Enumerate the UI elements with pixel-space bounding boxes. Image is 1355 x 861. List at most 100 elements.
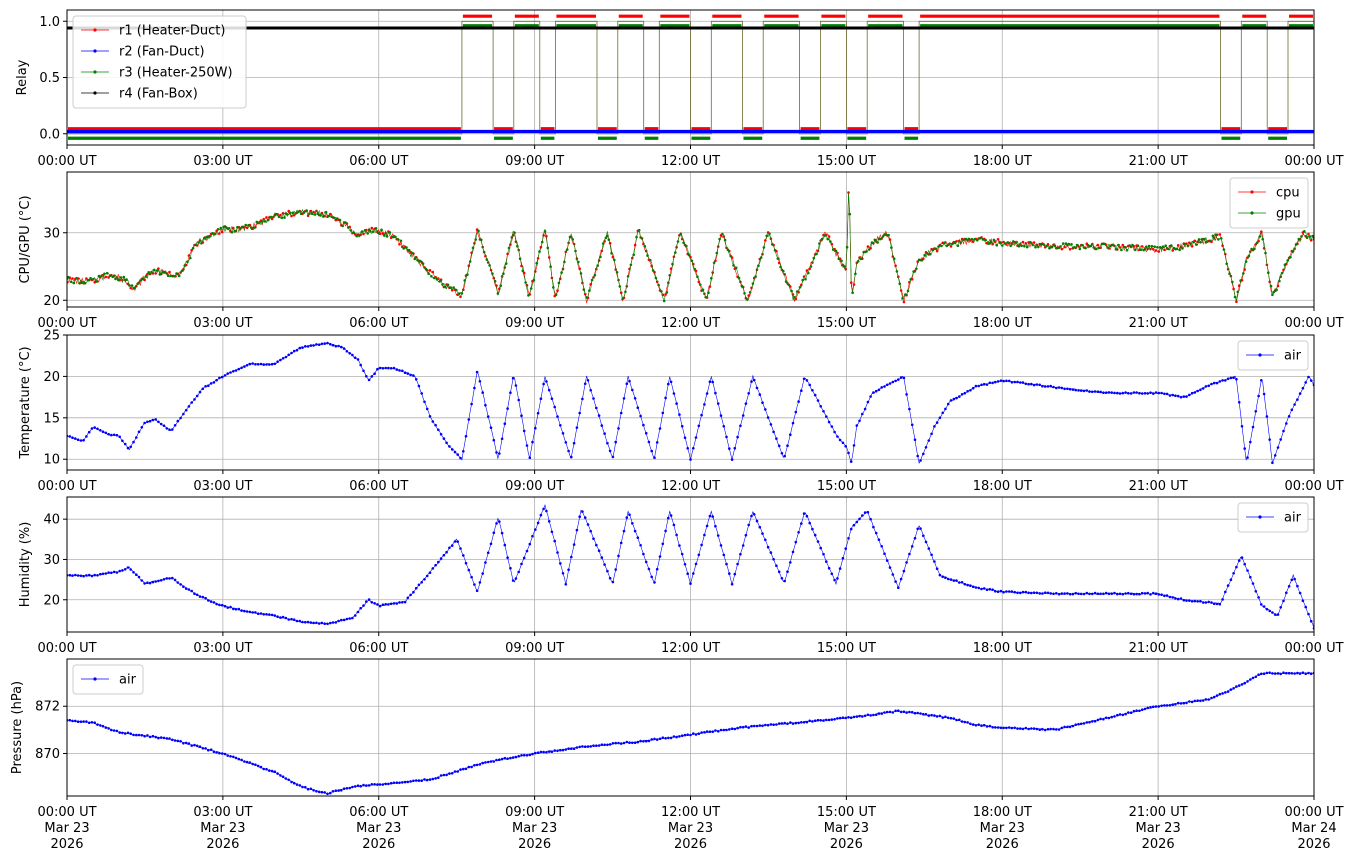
xtick-label: 12:00 UT	[661, 805, 720, 820]
xtick-label: 00:00 UT	[37, 154, 96, 169]
ytick-label: 870	[35, 747, 60, 762]
xtick-year-label: 2026	[830, 837, 863, 852]
legend-entry: cpu	[1276, 186, 1300, 201]
legend-entry: air	[1284, 349, 1302, 364]
legend-marker	[81, 677, 109, 681]
xtick-label: 00:00 UT	[37, 641, 96, 656]
xtick-label: 09:00 UT	[505, 316, 564, 331]
xtick-label: 18:00 UT	[973, 479, 1032, 494]
legend-panel-1: r1 (Heater-Duct) r2 (Fan-Duct) r3 (Heater-…	[72, 15, 247, 109]
xtick-year-label: 2026	[362, 837, 395, 852]
legend-marker	[1238, 211, 1266, 215]
xtick-label: 03:00 UT	[193, 479, 252, 494]
xtick-label: 06:00 UT	[349, 479, 408, 494]
xtick-label: 09:00 UT	[505, 641, 564, 656]
grid-panel-5	[66, 659, 1315, 796]
y-axis-label: CPU/GPU (°C)	[18, 195, 33, 283]
xtick-label: 12:00 UT	[661, 154, 720, 169]
xtick-label: 18:00 UT	[973, 641, 1032, 656]
ytick-label: 20	[43, 294, 60, 309]
xtick-date-label: Mar 23	[980, 821, 1025, 836]
panel-3: 10 15 20 25 Temperature (°C) 00:00 UT 03:00 UT…	[18, 329, 1344, 495]
xtick-label: 09:00 UT	[505, 154, 564, 169]
panel-1: 0.0 0.5 1.0 Relay 00:00 UT 03:00 UT 06:00 UT 09…	[15, 9, 1344, 169]
legend-entry: air	[119, 673, 137, 688]
grid-panel-2	[66, 172, 1315, 307]
ytick-label: 30	[43, 226, 60, 241]
xtick-label: 12:00 UT	[661, 641, 720, 656]
xtick-year-label: 2026	[206, 837, 239, 852]
ytick-label: 10	[43, 453, 60, 468]
y-axis-label: Pressure (hPa)	[10, 681, 25, 774]
panel-4: 20 30 40 Humidity (%) 00:00 UT 03:00 UT 06:00 …	[18, 496, 1344, 656]
xtick-label: 21:00 UT	[1129, 154, 1188, 169]
xtick-year-label: 2026	[1142, 837, 1175, 852]
xtick-year-label: 2026	[674, 837, 707, 852]
xtick-label: 06:00 UT	[349, 805, 408, 820]
xtick-label: 03:00 UT	[193, 154, 252, 169]
xtick-label: 21:00 UT	[1129, 641, 1188, 656]
legend-entry: r1 (Heater-Duct)	[119, 24, 225, 39]
legend-entry: r2 (Fan-Duct)	[119, 45, 205, 60]
legend-panel-3: air	[1237, 340, 1309, 371]
legend-marker	[1238, 190, 1266, 194]
plot-area-1	[67, 14, 1314, 140]
xtick-label: 00:00 UT	[37, 479, 96, 494]
plot-area-3	[67, 341, 1314, 465]
legend-panel-4: air	[1237, 502, 1309, 533]
xtick-label: 12:00 UT	[661, 479, 720, 494]
ytick-label: 30	[43, 553, 60, 568]
ytick-label: 20	[43, 593, 60, 608]
xtick-label: 15:00 UT	[817, 805, 876, 820]
series-r3	[68, 24, 1313, 140]
xtick-label: 06:00 UT	[349, 641, 408, 656]
xtick-label: 12:00 UT	[661, 316, 720, 331]
xtick-label: 18:00 UT	[973, 805, 1032, 820]
ytick-label: 15	[43, 411, 60, 426]
xtick-label: 00:00 UT	[1284, 641, 1343, 656]
xtick-label: 00:00 UT	[1284, 805, 1343, 820]
xtick-label: 18:00 UT	[973, 154, 1032, 169]
xtick-year-label: 2026	[1297, 837, 1330, 852]
xtick-label: 21:00 UT	[1129, 479, 1188, 494]
xtick-date-label: Mar 24	[1291, 821, 1336, 836]
legend-marker	[81, 28, 109, 32]
xtick-label: 15:00 UT	[817, 316, 876, 331]
xtick-year-label: 2026	[518, 837, 551, 852]
panel-2: 20 30 CPU/GPU (°C) 00:00 UT 03:00 UT 06:00 UT…	[18, 171, 1344, 331]
xtick-label: 15:00 UT	[817, 479, 876, 494]
xtick-label: 00:00 UT	[1284, 316, 1343, 331]
xtick-year-label: 2026	[986, 837, 1019, 852]
xtick-label: 00:00 UT	[37, 316, 96, 331]
xtick-label: 21:00 UT	[1129, 805, 1188, 820]
ytick-label: 20	[43, 370, 60, 385]
y-axis-label: Temperature (°C)	[18, 346, 33, 459]
legend-marker	[81, 70, 109, 74]
xtick-label: 06:00 UT	[349, 154, 408, 169]
xtick-date-label: Mar 23	[824, 821, 869, 836]
xtick-label: 18:00 UT	[973, 316, 1032, 331]
xtick-label: 21:00 UT	[1129, 316, 1188, 331]
xtick-date-label: Mar 23	[668, 821, 713, 836]
xtick-date-label: Mar 23	[512, 821, 557, 836]
xtick-date-label: Mar 23	[1136, 821, 1181, 836]
y-axis-label: Relay	[15, 59, 30, 95]
ytick-label: 0.5	[39, 71, 60, 86]
xtick-date-label: Mar 23	[356, 821, 401, 836]
xtick-label: 03:00 UT	[193, 805, 252, 820]
xtick-date-label: Mar 23	[44, 821, 89, 836]
legend-entry: r3 (Heater-250W)	[119, 66, 233, 81]
xtick-label: 09:00 UT	[505, 479, 564, 494]
legend-marker	[81, 49, 109, 53]
xtick-label: 03:00 UT	[193, 641, 252, 656]
legend-marker	[1246, 515, 1274, 519]
xtick-date-label: Mar 23	[200, 821, 245, 836]
grid-panel-3	[66, 334, 1315, 470]
legend-entry: air	[1284, 511, 1302, 526]
plot-area-5	[67, 671, 1314, 796]
xtick-label: 15:00 UT	[817, 641, 876, 656]
xtick-year-label: 2026	[50, 837, 83, 852]
legend-marker	[81, 91, 109, 95]
